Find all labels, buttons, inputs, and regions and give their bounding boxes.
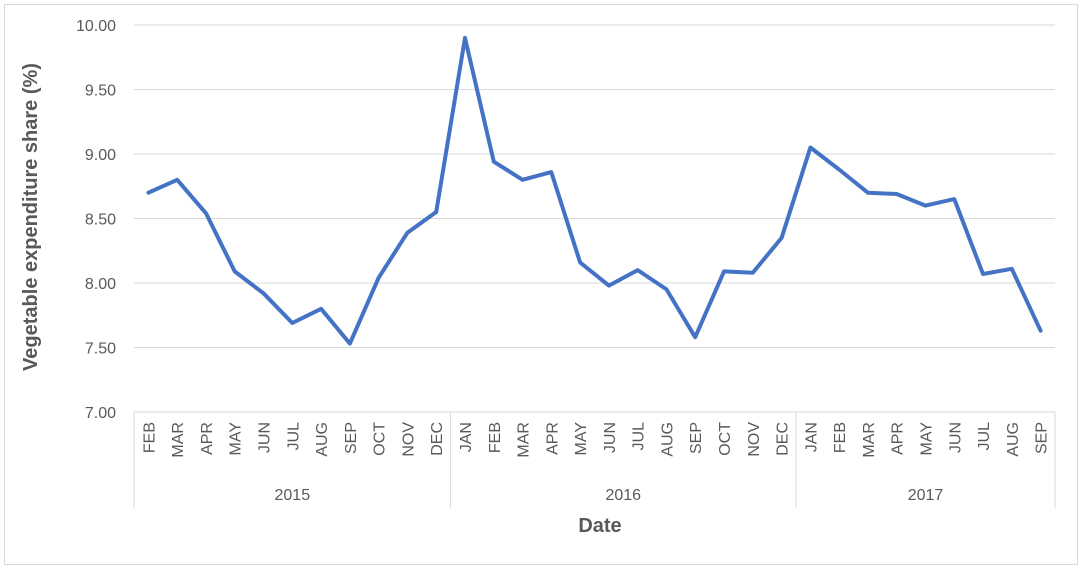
x-tick-label: APR [890, 422, 907, 455]
gridlines [134, 24, 1055, 413]
y-tick-label: 10.00 [76, 18, 116, 35]
x-tick-label: AUG [659, 422, 676, 457]
x-tick-label: AUG [1005, 422, 1022, 457]
x-tick-label: OCT [372, 422, 389, 456]
x-tick-label: OCT [717, 422, 734, 456]
x-tick-label: JUN [947, 422, 964, 453]
x-tick-label: APR [544, 422, 561, 455]
y-tick-label: 9.50 [85, 83, 116, 100]
x-tick-label: AUG [314, 422, 331, 457]
x-tick-label: FEB [832, 422, 849, 453]
x-tick-label: JUN [602, 422, 619, 453]
x-tick-label: JAN [458, 422, 475, 452]
x-tick-label: NOV [400, 422, 417, 457]
y-tick-label: 7.50 [85, 341, 116, 358]
x-tick-label: SEP [343, 422, 360, 454]
x-tick-label: JAN [803, 422, 820, 452]
chart-frame [4, 4, 1078, 565]
x-tick-label: SEP [1034, 422, 1051, 454]
y-tick-label: 9.00 [85, 147, 116, 164]
x-axis-title: Date [578, 515, 621, 537]
x-tick-label: MAR [170, 422, 187, 458]
x-tick-label: MAR [516, 422, 533, 458]
y-tick-label: 8.00 [85, 276, 116, 293]
x-tick-label: DEC [775, 422, 792, 456]
x-tick-label: NOV [746, 422, 763, 457]
x-tick-label: FEB [487, 422, 504, 453]
x-group-label: 2017 [908, 487, 944, 504]
x-axis: FEB MAR APR MAY JUN JUL AUG SEP OCT NOV DEC JAN FEB M… [133, 412, 1056, 508]
x-tick-label: SEP [688, 422, 705, 454]
y-axis-title: Vegetable expenditure share (%) [20, 63, 42, 371]
x-tick-label: MAY [918, 422, 935, 456]
x-tick-label: MAY [228, 422, 245, 456]
x-tick-label: FEB [141, 422, 158, 453]
y-tick-label: 8.50 [85, 212, 116, 229]
x-tick-label: APR [199, 422, 216, 455]
x-tick-label: JUL [631, 422, 648, 451]
x-tick-label: MAY [573, 422, 590, 456]
y-tick-label: 7.00 [85, 405, 116, 422]
x-group-label: 2015 [275, 487, 311, 504]
series-line [146, 35, 1043, 346]
series-lines [146, 35, 1043, 346]
x-tick-label: MAR [861, 422, 878, 458]
x-group-label: 2016 [605, 487, 641, 504]
x-tick-label: DEC [429, 422, 446, 456]
x-tick-label: JUN [257, 422, 274, 453]
x-tick-label: JUL [976, 422, 993, 451]
x-tick-label: JUL [285, 422, 302, 451]
y-axis-tick-labels: 7.00 7.50 8.00 8.50 9.00 9.50 10.00 [76, 18, 116, 422]
